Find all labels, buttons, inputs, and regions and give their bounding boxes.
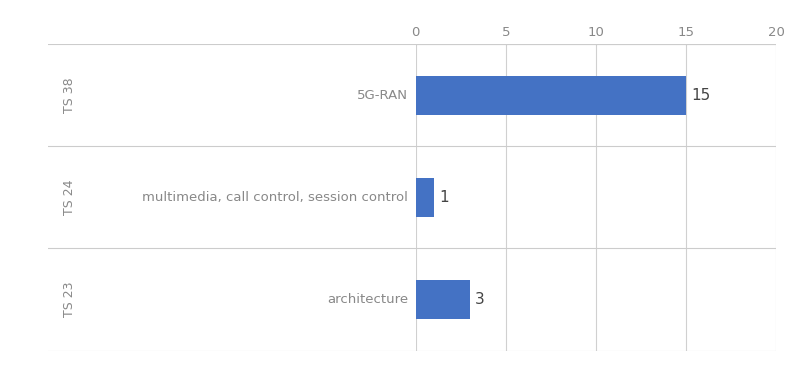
Text: TS 24: TS 24 [62,180,76,215]
Text: TS 23: TS 23 [62,282,76,317]
Text: multimedia, call control, session control: multimedia, call control, session contro… [142,191,408,204]
Text: architecture: architecture [327,293,408,306]
Text: 1: 1 [439,190,449,205]
Bar [416,178,434,217]
Text: 5G-RAN: 5G-RAN [358,89,408,102]
Bar [416,76,686,115]
Text: 15: 15 [691,88,710,103]
Bar [416,280,470,319]
Text: 3: 3 [475,292,485,307]
Text: TS 38: TS 38 [62,77,76,113]
